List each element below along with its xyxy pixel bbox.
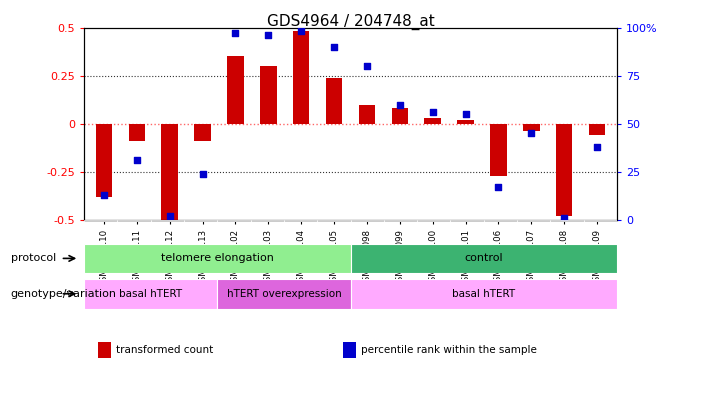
Point: [361, 63, 372, 69]
Point: [526, 130, 537, 136]
Point: [197, 171, 208, 177]
Point: [427, 109, 438, 116]
Text: hTERT overexpression: hTERT overexpression: [226, 289, 341, 299]
Bar: [517, 220, 550, 222]
Bar: [260, 66, 276, 124]
Text: transformed count: transformed count: [116, 345, 213, 355]
Bar: [589, 124, 606, 135]
Text: percentile rank within the sample: percentile rank within the sample: [361, 345, 537, 355]
Bar: [293, 31, 309, 124]
Bar: [523, 124, 540, 132]
Bar: [117, 220, 151, 222]
Bar: [217, 220, 251, 222]
Point: [394, 101, 405, 108]
Text: GDS4964 / 204748_at: GDS4964 / 204748_at: [266, 14, 435, 30]
Bar: [484, 220, 517, 222]
Bar: [490, 124, 507, 176]
Bar: [284, 220, 317, 222]
Bar: [84, 279, 217, 309]
Text: protocol: protocol: [11, 253, 56, 263]
Bar: [350, 220, 384, 222]
Bar: [194, 124, 211, 141]
Point: [296, 28, 307, 35]
Point: [329, 44, 340, 50]
Bar: [417, 220, 451, 222]
Bar: [326, 77, 342, 124]
Bar: [227, 56, 244, 124]
Bar: [184, 220, 217, 222]
Bar: [217, 279, 350, 309]
Bar: [425, 118, 441, 124]
Point: [131, 157, 142, 163]
Bar: [84, 244, 350, 273]
Point: [98, 192, 109, 198]
Bar: [550, 220, 583, 222]
Bar: [251, 220, 284, 222]
Bar: [151, 220, 184, 222]
Bar: [457, 120, 474, 124]
Bar: [84, 220, 117, 222]
Bar: [128, 124, 145, 141]
Bar: [450, 220, 484, 222]
Bar: [556, 124, 573, 216]
Point: [493, 184, 504, 191]
Point: [460, 111, 471, 118]
Text: basal hTERT: basal hTERT: [119, 289, 182, 299]
Bar: [317, 220, 350, 222]
Bar: [350, 279, 617, 309]
Point: [559, 215, 570, 221]
Bar: [384, 220, 417, 222]
Bar: [359, 105, 375, 124]
Bar: [95, 124, 112, 197]
Text: basal hTERT: basal hTERT: [452, 289, 515, 299]
Point: [263, 32, 274, 39]
Text: telomere elongation: telomere elongation: [161, 253, 274, 263]
Point: [592, 144, 603, 150]
Text: genotype/variation: genotype/variation: [11, 289, 116, 299]
Bar: [583, 220, 617, 222]
Point: [164, 213, 175, 219]
Point: [230, 30, 241, 37]
Bar: [161, 124, 178, 220]
Bar: [392, 108, 408, 124]
Text: control: control: [464, 253, 503, 263]
Bar: [350, 244, 617, 273]
